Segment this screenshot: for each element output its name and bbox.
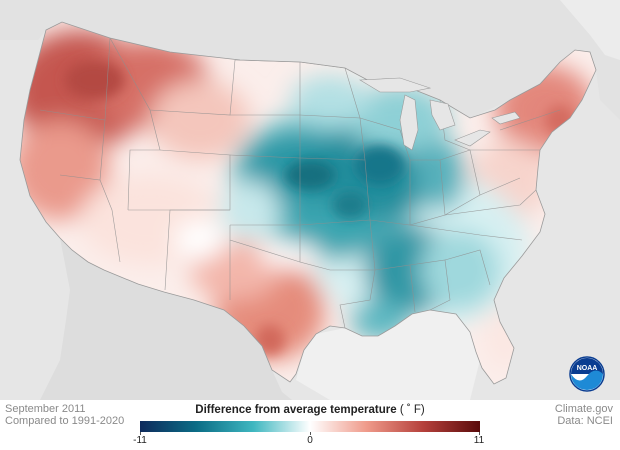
lake-huron	[429, 99, 456, 131]
legend-min-label: -11	[133, 435, 147, 446]
lake-superior	[358, 77, 432, 93]
legend-tick-max	[479, 432, 480, 435]
legend-unit: ( ˚ F)	[399, 404, 425, 416]
legend-mid-label: 0	[307, 435, 313, 446]
gulf-water	[296, 310, 480, 400]
legend-tick-mid	[310, 432, 311, 435]
anomaly-field	[20, 22, 596, 384]
credit-data: Data: NCEI	[557, 415, 613, 427]
credit-site: Climate.gov	[554, 403, 613, 415]
legend-color-bar	[140, 421, 480, 432]
lake-erie	[454, 129, 491, 147]
legend-title-text: Difference from average temperature	[195, 404, 397, 416]
legend-title: Difference from average temperature ( ˚ …	[140, 404, 480, 416]
legend-max-label: 11	[473, 435, 485, 446]
legend-tick-min	[140, 432, 141, 435]
mexico-landmass	[40, 238, 292, 400]
noaa-logo: NOAA	[569, 356, 605, 392]
us-temperature-anomaly-map	[0, 0, 620, 400]
period-label: September 2011	[5, 403, 86, 415]
lake-michigan	[399, 94, 419, 151]
map-area	[0, 0, 620, 400]
lake-ontario	[491, 111, 521, 125]
canada-landmass	[0, 0, 620, 120]
us-border	[19, 21, 597, 385]
canada-northeast	[560, 0, 620, 60]
baseline-label: Compared to 1991-2020	[5, 415, 125, 427]
svg-text:NOAA: NOAA	[577, 365, 598, 372]
